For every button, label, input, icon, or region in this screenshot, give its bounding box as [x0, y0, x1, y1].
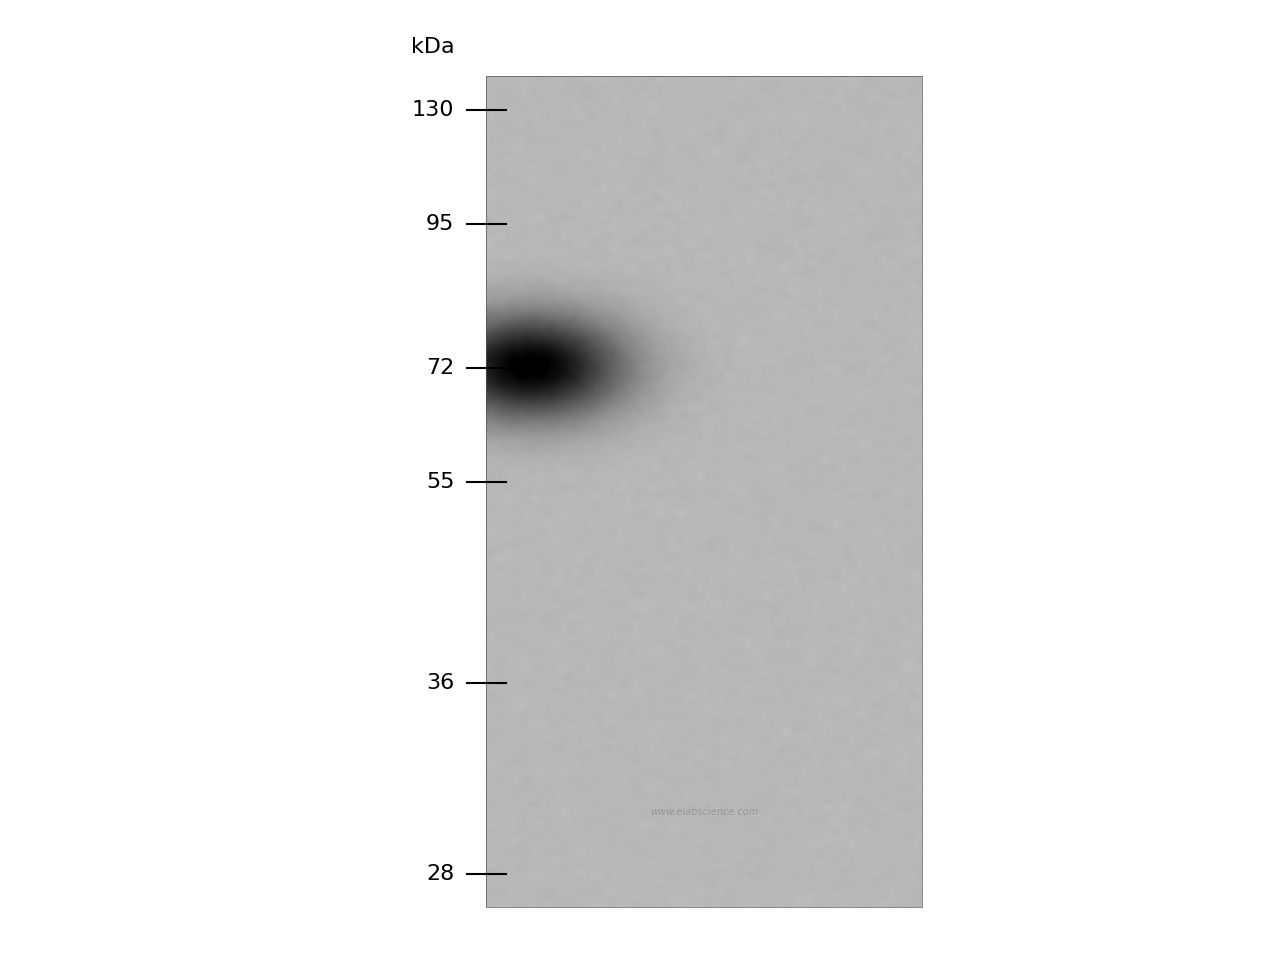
Text: 72: 72 — [426, 358, 454, 377]
Text: 36: 36 — [426, 673, 454, 692]
Text: 28: 28 — [426, 864, 454, 883]
Text: 55: 55 — [426, 473, 454, 492]
Text: www.elabscience.com: www.elabscience.com — [650, 807, 758, 817]
Text: 130: 130 — [412, 100, 454, 119]
Text: kDa: kDa — [411, 37, 454, 57]
Bar — [486, 76, 922, 907]
Text: 95: 95 — [426, 215, 454, 234]
